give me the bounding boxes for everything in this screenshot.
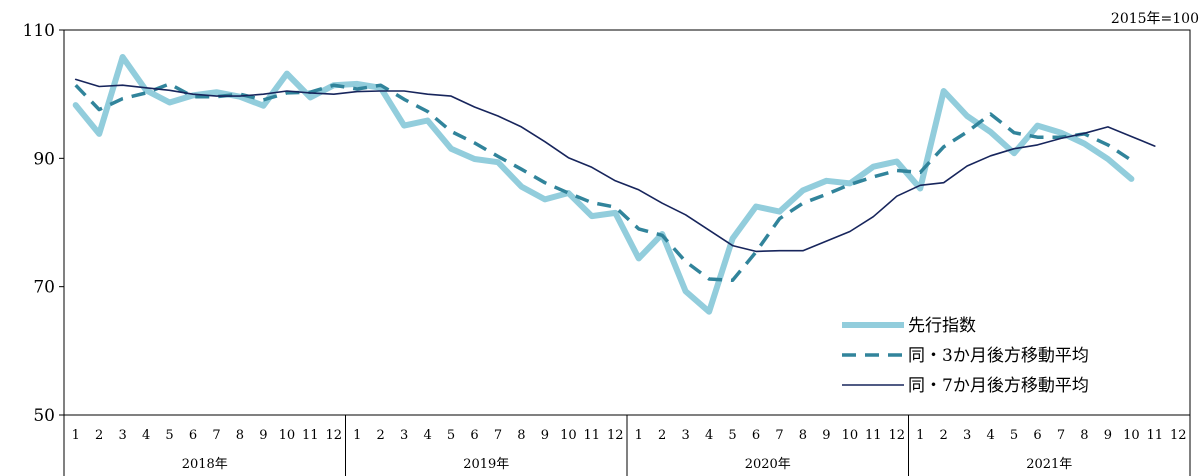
x-month-label: 3 — [682, 428, 690, 443]
x-month-label: 8 — [517, 428, 525, 443]
x-month-label: 4 — [142, 428, 150, 443]
legend-label-3: 同・7か月後方移動平均 — [908, 376, 1089, 396]
x-month-label: 1 — [72, 428, 80, 443]
y-tick-label: 110 — [23, 21, 55, 41]
x-month-label: 1 — [916, 428, 924, 443]
x-month-label: 6 — [470, 428, 478, 443]
x-month-label: 7 — [1057, 428, 1065, 443]
x-month-label: 6 — [752, 428, 760, 443]
x-month-label: 5 — [728, 428, 736, 443]
x-month-label: 4 — [423, 428, 431, 443]
y-tick-label: 50 — [33, 406, 55, 426]
x-month-label: 9 — [259, 428, 267, 443]
y-tick-label: 70 — [33, 278, 55, 298]
x-month-label: 12 — [325, 428, 342, 443]
x-month-label: 8 — [1080, 428, 1088, 443]
x-month-label: 10 — [279, 428, 296, 443]
series-line-1 — [72, 54, 1135, 315]
x-month-label: 5 — [447, 428, 455, 443]
y-tick-label: 90 — [33, 149, 55, 169]
legend-label-2: 同・3か月後方移動平均 — [908, 346, 1089, 366]
x-month-label: 7 — [494, 428, 502, 443]
x-year-label: 2021年 — [1026, 457, 1072, 472]
x-month-label: 12 — [1170, 428, 1187, 443]
x-year-label: 2020年 — [745, 457, 791, 472]
y-axis: 50 70 90 110 — [23, 21, 64, 426]
x-month-label: 11 — [584, 428, 601, 443]
series-line-3 — [74, 78, 1156, 253]
x-month-label: 11 — [865, 428, 882, 443]
x-month-label: 9 — [1104, 428, 1112, 443]
x-month-label: 7 — [212, 428, 220, 443]
unit-note: 2015年=100 — [1110, 11, 1199, 27]
x-month-label: 2 — [940, 428, 948, 443]
x-month-label: 9 — [822, 428, 830, 443]
x-month-label: 10 — [842, 428, 859, 443]
legend-label-1: 先行指数 — [908, 316, 976, 336]
series-lines — [72, 54, 1156, 315]
x-month-label: 11 — [1147, 428, 1164, 443]
x-month-label: 6 — [189, 428, 197, 443]
x-year-label: 2018年 — [182, 457, 228, 472]
x-month-label: 5 — [1010, 428, 1018, 443]
x-month-label: 2 — [658, 428, 666, 443]
x-month-label: 10 — [1123, 428, 1140, 443]
x-month-label: 5 — [165, 428, 173, 443]
x-month-label: 12 — [888, 428, 905, 443]
x-month-label: 3 — [119, 428, 127, 443]
x-month-label: 3 — [963, 428, 971, 443]
x-month-label: 12 — [607, 428, 624, 443]
x-month-label: 8 — [799, 428, 807, 443]
x-month-label: 1 — [635, 428, 643, 443]
x-month-label: 4 — [986, 428, 994, 443]
x-year-label: 2019年 — [463, 457, 509, 472]
x-month-label: 4 — [705, 428, 713, 443]
x-month-label: 8 — [236, 428, 244, 443]
x-month-label: 6 — [1033, 428, 1041, 443]
x-month-label: 9 — [541, 428, 549, 443]
x-month-label: 3 — [400, 428, 408, 443]
x-month-label: 2 — [377, 428, 385, 443]
x-month-label: 10 — [560, 428, 577, 443]
x-month-label: 7 — [775, 428, 783, 443]
x-month-label: 11 — [302, 428, 319, 443]
x-month-label: 2 — [95, 428, 103, 443]
x-month-label: 1 — [353, 428, 361, 443]
series-line-2 — [74, 82, 1133, 283]
